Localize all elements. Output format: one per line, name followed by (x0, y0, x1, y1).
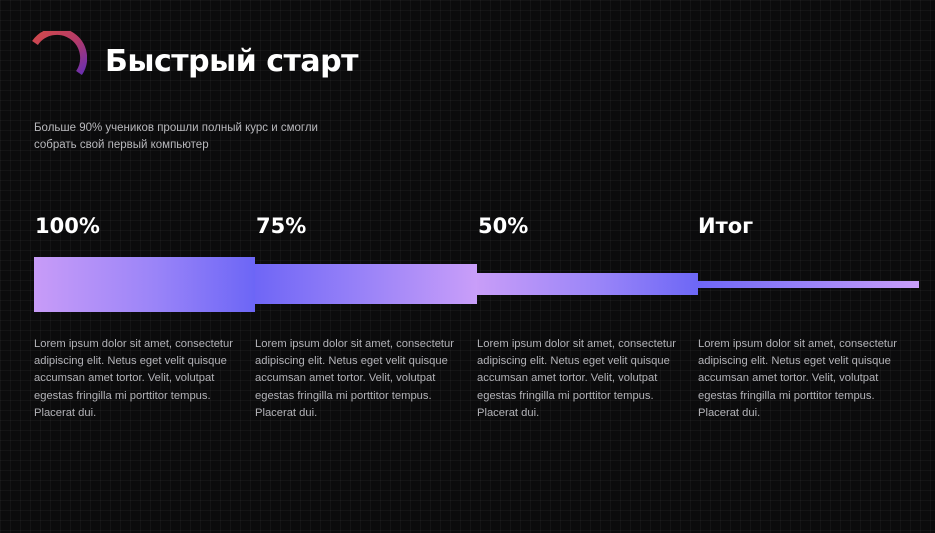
stage-description-1: Lorem ipsum dolor sit amet, consectetur … (34, 338, 233, 419)
arc-ring-icon (32, 31, 87, 75)
stage-heading-1: 100% (35, 214, 100, 238)
funnel-bar-4 (698, 281, 919, 288)
funnel-bar-3 (477, 273, 698, 295)
page-subtitle: Больше 90% учеников прошли полный курс и… (34, 122, 318, 151)
funnel-bar-1 (34, 257, 255, 312)
stage-description-4: Lorem ipsum dolor sit amet, consectetur … (698, 338, 897, 419)
stage-heading-2: 75% (256, 214, 307, 238)
funnel-bar-2 (255, 264, 477, 304)
page-title: Быстрый старт (105, 44, 359, 79)
stage-heading-3: 50% (478, 214, 529, 238)
stage-description-2: Lorem ipsum dolor sit amet, consectetur … (255, 338, 454, 419)
stage-description-3: Lorem ipsum dolor sit amet, consectetur … (477, 338, 676, 419)
stage-heading-4: Итог (698, 214, 754, 238)
